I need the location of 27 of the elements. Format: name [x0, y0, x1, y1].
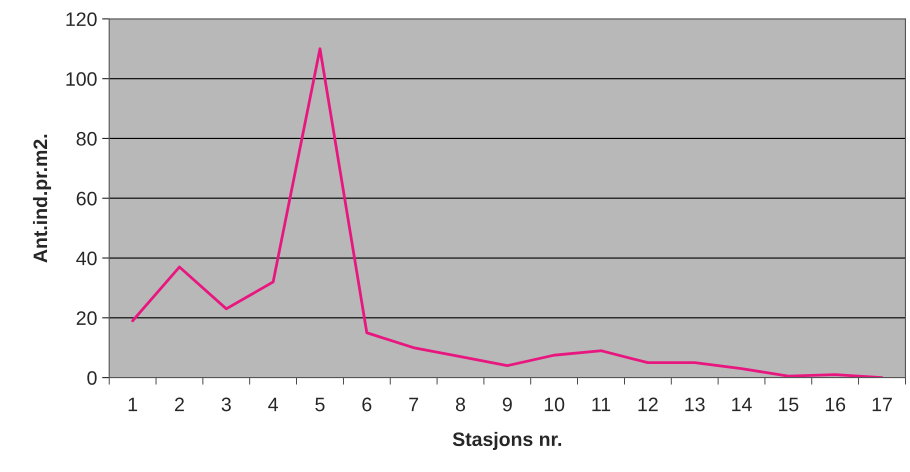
y-axis-title: Ant.ind.pr.m2.	[32, 134, 52, 263]
x-tick-label: 15	[779, 398, 798, 412]
y-tick-label: 120	[66, 12, 97, 26]
x-tick-label: 9	[502, 398, 512, 412]
y-tick-label: 20	[76, 311, 97, 326]
y-tick-label: 100	[66, 72, 97, 86]
y-tick-label: 40	[76, 251, 97, 266]
y-tick-label: 0	[87, 371, 97, 385]
line-series	[131, 47, 884, 378]
x-tick-label: 8	[456, 398, 466, 412]
x-axis-title: Stasjons nr.	[452, 432, 562, 450]
x-tick-label: 17	[872, 398, 892, 412]
x-tick-label: 5	[315, 398, 325, 412]
x-tick-label: 10	[544, 398, 564, 412]
x-tick-label: 4	[268, 398, 278, 412]
x-tick-label: 7	[409, 398, 418, 412]
x-tick-label: 13	[685, 398, 705, 412]
x-tick-label: 6	[362, 398, 372, 412]
x-tick-label: 16	[826, 398, 846, 412]
x-tick-label: 3	[222, 398, 231, 412]
x-tick-label: 1	[128, 398, 138, 412]
x-tick-label: 12	[638, 398, 658, 412]
x-tick-label: 2	[175, 398, 184, 412]
y-tick-label: 60	[76, 192, 97, 206]
x-tick-label: 11	[592, 398, 610, 412]
x-tick-label: 14	[732, 398, 752, 412]
y-tick-label: 80	[76, 132, 97, 146]
